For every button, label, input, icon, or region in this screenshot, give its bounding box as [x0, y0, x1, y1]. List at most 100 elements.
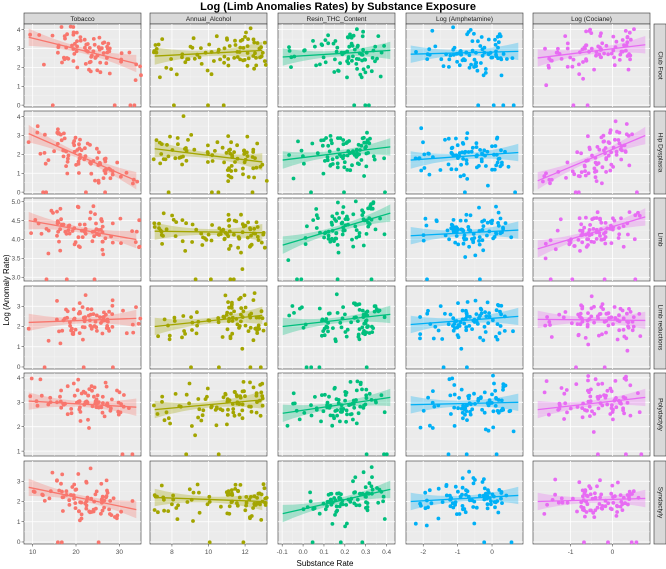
data-point — [199, 231, 204, 236]
data-point — [56, 229, 60, 234]
data-point — [75, 65, 80, 70]
data-point — [439, 57, 444, 62]
data-point — [72, 393, 77, 398]
data-point — [487, 314, 492, 319]
data-point — [351, 479, 355, 484]
data-point — [378, 216, 382, 221]
data-point — [376, 34, 381, 38]
data-point — [609, 241, 614, 246]
data-point — [56, 50, 60, 55]
data-point — [240, 346, 245, 351]
data-point — [258, 55, 262, 60]
data-point — [341, 138, 346, 142]
data-point — [309, 413, 314, 418]
data-point — [493, 505, 497, 510]
data-point — [584, 215, 588, 220]
data-point — [227, 44, 232, 48]
data-point — [348, 380, 353, 384]
data-point — [69, 407, 74, 411]
data-point — [476, 398, 481, 403]
data-point — [259, 240, 264, 245]
x-tick-label: 0 — [490, 549, 494, 556]
data-point — [457, 324, 462, 328]
data-point — [622, 376, 627, 381]
data-point — [119, 241, 123, 246]
data-point — [598, 394, 602, 399]
data-point — [460, 485, 465, 490]
data-point — [83, 154, 88, 159]
data-point — [83, 391, 88, 395]
data-point — [236, 235, 241, 239]
data-point — [371, 200, 376, 205]
data-point — [315, 151, 320, 156]
trend-line — [28, 317, 137, 324]
data-point — [313, 44, 317, 49]
data-point — [585, 408, 589, 413]
data-point — [193, 433, 198, 438]
data-point — [199, 46, 203, 50]
data-point — [491, 103, 496, 108]
data-point — [331, 41, 336, 46]
data-point — [65, 159, 70, 164]
data-point — [572, 244, 577, 248]
data-point — [110, 397, 114, 402]
panel: -0.1 0.0 0.1 0.2 0.3 0.4 — [277, 460, 396, 556]
data-point — [376, 500, 381, 505]
data-point — [598, 34, 603, 38]
data-point — [328, 239, 333, 244]
data-point — [192, 56, 197, 61]
data-point — [189, 315, 194, 319]
data-point — [286, 258, 291, 262]
data-point — [245, 235, 250, 240]
data-point — [74, 487, 79, 492]
data-point — [365, 508, 370, 513]
data-point — [382, 315, 387, 320]
data-point — [605, 388, 610, 393]
data-point — [44, 190, 48, 195]
data-point — [626, 232, 630, 237]
data-point — [55, 221, 60, 226]
data-point — [229, 175, 234, 180]
data-point — [325, 158, 330, 163]
data-point — [341, 142, 346, 147]
data-point — [336, 147, 341, 152]
data-point — [321, 171, 326, 176]
data-point — [75, 39, 79, 43]
data-point — [549, 58, 554, 63]
data-point — [262, 40, 267, 45]
data-point — [239, 212, 243, 217]
data-point — [88, 210, 93, 215]
panel-background — [277, 460, 396, 545]
data-point — [232, 56, 237, 60]
data-point — [494, 204, 498, 209]
y-tick-label: 4.0 — [11, 237, 20, 244]
data-point — [184, 158, 189, 163]
data-point — [589, 31, 594, 35]
data-point — [357, 234, 362, 239]
data-point — [493, 404, 498, 408]
data-point — [339, 407, 343, 411]
data-point — [104, 326, 109, 330]
data-point — [496, 398, 501, 402]
data-point — [93, 212, 97, 217]
data-point — [490, 167, 494, 172]
data-point — [418, 336, 422, 341]
y-tick-label: 1 — [17, 448, 21, 455]
data-point — [354, 388, 359, 393]
data-point — [46, 338, 51, 343]
data-point — [352, 47, 357, 52]
trend-line — [537, 216, 646, 250]
data-point — [585, 324, 590, 329]
data-point — [350, 163, 354, 168]
data-point — [56, 127, 60, 132]
data-point — [100, 224, 105, 229]
data-point — [427, 151, 431, 156]
data-point — [637, 410, 642, 415]
data-point — [449, 412, 453, 416]
data-point — [168, 134, 172, 139]
data-point — [446, 322, 451, 327]
data-point — [255, 331, 260, 335]
data-point — [94, 313, 99, 318]
data-point — [477, 242, 482, 247]
